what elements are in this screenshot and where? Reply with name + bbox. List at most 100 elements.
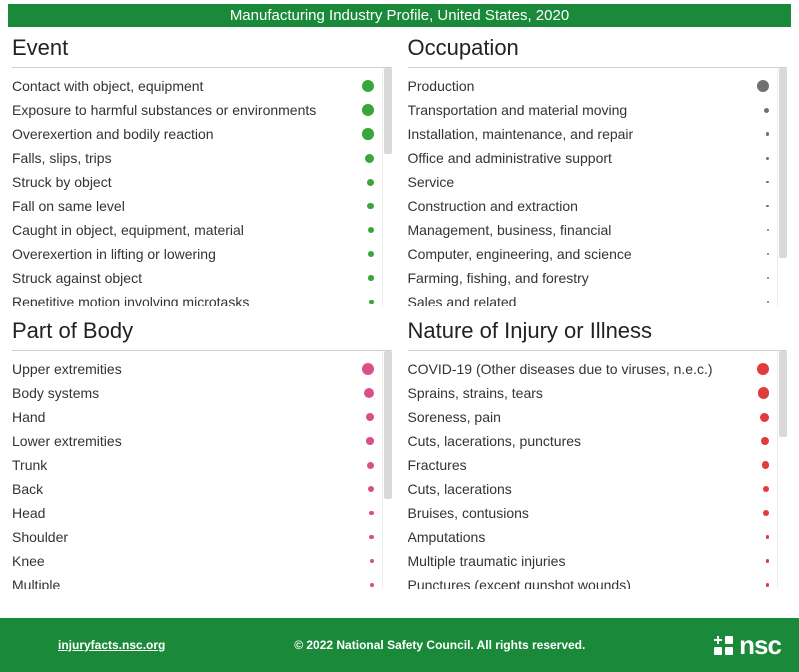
list-item[interactable]: Knee bbox=[12, 549, 382, 573]
scrollbar[interactable] bbox=[777, 351, 787, 589]
size-dot-icon bbox=[766, 535, 770, 539]
list-item[interactable]: COVID-19 (Other diseases due to viruses,… bbox=[408, 357, 778, 381]
list-item[interactable]: Trunk bbox=[12, 453, 382, 477]
size-dot-icon bbox=[368, 275, 374, 281]
size-dot-icon bbox=[367, 179, 374, 186]
panels-grid: Event Contact with object, equipment Expos… bbox=[0, 27, 799, 589]
list-item[interactable]: Caught in object, equipment, material bbox=[12, 218, 382, 242]
list-item-label: Office and administrative support bbox=[408, 148, 759, 169]
size-dot-icon bbox=[368, 251, 374, 257]
list-item-label: Trunk bbox=[12, 455, 359, 476]
scroll-thumb[interactable] bbox=[384, 351, 392, 499]
list-item-label: Contact with object, equipment bbox=[12, 76, 354, 97]
list-item[interactable]: Farming, fishing, and forestry bbox=[408, 266, 778, 290]
list-item[interactable]: Installation, maintenance, and repair bbox=[408, 122, 778, 146]
list-item-label: Multiple bbox=[12, 575, 362, 590]
list-item[interactable]: Struck by object bbox=[12, 170, 382, 194]
footer-link[interactable]: injuryfacts.nsc.org bbox=[58, 638, 165, 652]
size-dot-icon bbox=[764, 108, 769, 113]
list-item[interactable]: Management, business, financial bbox=[408, 218, 778, 242]
scroll-thumb[interactable] bbox=[779, 68, 787, 258]
size-dot-icon bbox=[369, 535, 373, 539]
size-dot-icon bbox=[766, 157, 769, 160]
list-item[interactable]: Bruises, contusions bbox=[408, 501, 778, 525]
list-item-label: Bruises, contusions bbox=[408, 503, 756, 524]
list-item[interactable]: Amputations bbox=[408, 525, 778, 549]
size-dot-icon bbox=[362, 104, 374, 116]
list-item[interactable]: Fractures bbox=[408, 453, 778, 477]
list-item[interactable]: Sales and related bbox=[408, 290, 778, 306]
size-dot-icon bbox=[766, 583, 769, 586]
list-item-label: Exposure to harmful substances or enviro… bbox=[12, 100, 354, 121]
list-item-label: Installation, maintenance, and repair bbox=[408, 124, 758, 145]
list-item[interactable]: Soreness, pain bbox=[408, 405, 778, 429]
list-item-label: Cuts, lacerations bbox=[408, 479, 755, 500]
list-item[interactable]: Head bbox=[12, 501, 382, 525]
size-dot-icon bbox=[369, 300, 374, 305]
size-dot-icon bbox=[758, 387, 770, 399]
list: COVID-19 (Other diseases due to viruses,… bbox=[408, 351, 778, 589]
list-item[interactable]: Construction and extraction bbox=[408, 194, 778, 218]
list-item[interactable]: Contact with object, equipment bbox=[12, 74, 382, 98]
list-item[interactable]: Transportation and material moving bbox=[408, 98, 778, 122]
scrollbar[interactable] bbox=[777, 68, 787, 306]
list-item-label: Repetitive motion involving microtasks bbox=[12, 292, 361, 307]
list-item[interactable]: Hand bbox=[12, 405, 382, 429]
list-item-label: Management, business, financial bbox=[408, 220, 759, 241]
panel-title: Occupation bbox=[408, 31, 788, 68]
list-item-label: Hand bbox=[12, 407, 358, 428]
list-item-label: Body systems bbox=[12, 383, 356, 404]
list-item[interactable]: Back bbox=[12, 477, 382, 501]
list-item[interactable]: Multiple traumatic injuries bbox=[408, 549, 778, 573]
list-item[interactable]: Cuts, lacerations, punctures bbox=[408, 429, 778, 453]
list-item-label: Soreness, pain bbox=[408, 407, 753, 428]
list-item[interactable]: Exposure to harmful substances or enviro… bbox=[12, 98, 382, 122]
list-item-label: Struck against object bbox=[12, 268, 360, 289]
list-item[interactable]: Office and administrative support bbox=[408, 146, 778, 170]
list-item[interactable]: Repetitive motion involving microtasks bbox=[12, 290, 382, 306]
list-item-label: Falls, slips, trips bbox=[12, 148, 357, 169]
list-item[interactable]: Falls, slips, trips bbox=[12, 146, 382, 170]
list-item[interactable]: Body systems bbox=[12, 381, 382, 405]
list-item[interactable]: Production bbox=[408, 74, 778, 98]
list-item-label: Transportation and material moving bbox=[408, 100, 757, 121]
size-dot-icon bbox=[767, 301, 769, 303]
list-item[interactable]: Overexertion and bodily reaction bbox=[12, 122, 382, 146]
list-wrap: COVID-19 (Other diseases due to viruses,… bbox=[408, 351, 788, 589]
list-wrap: Upper extremitiesBody systems HandLower e… bbox=[12, 351, 392, 589]
list-item[interactable]: Shoulder bbox=[12, 525, 382, 549]
list-item[interactable]: Cuts, lacerations bbox=[408, 477, 778, 501]
size-dot-icon bbox=[366, 437, 374, 445]
list-item-label: Fractures bbox=[408, 455, 754, 476]
panel-title: Event bbox=[12, 31, 392, 68]
list-item[interactable]: Service bbox=[408, 170, 778, 194]
size-dot-icon bbox=[766, 559, 769, 562]
list-item[interactable]: Overexertion in lifting or lowering bbox=[12, 242, 382, 266]
list-item-label: Service bbox=[408, 172, 759, 193]
list-wrap: Production Transportation and material mo… bbox=[408, 68, 788, 306]
list-item-label: Production bbox=[408, 76, 750, 97]
list-item[interactable]: Punctures (except gunshot wounds) bbox=[408, 573, 778, 589]
size-dot-icon bbox=[362, 80, 374, 92]
size-dot-icon bbox=[362, 363, 374, 375]
list-item[interactable]: Sprains, strains, tears bbox=[408, 381, 778, 405]
list-item-label: Punctures (except gunshot wounds) bbox=[408, 575, 758, 590]
list-item[interactable]: Upper extremities bbox=[12, 357, 382, 381]
size-dot-icon bbox=[762, 461, 770, 469]
panel-title: Nature of Injury or Illness bbox=[408, 314, 788, 351]
scroll-thumb[interactable] bbox=[779, 351, 787, 437]
scrollbar[interactable] bbox=[382, 68, 392, 306]
list-item[interactable]: Fall on same level bbox=[12, 194, 382, 218]
panel-nature: Nature of Injury or Illness COVID-19 (Oth… bbox=[408, 314, 788, 589]
list: Upper extremitiesBody systems HandLower e… bbox=[12, 351, 382, 589]
header-bar: Manufacturing Industry Profile, United S… bbox=[8, 4, 791, 27]
footer-copyright: © 2022 National Safety Council. All righ… bbox=[294, 638, 585, 652]
scrollbar[interactable] bbox=[382, 351, 392, 589]
list-item[interactable]: Computer, engineering, and science bbox=[408, 242, 778, 266]
list: Production Transportation and material mo… bbox=[408, 68, 778, 306]
list-item[interactable]: Multiple bbox=[12, 573, 382, 589]
list-wrap: Contact with object, equipment Exposure t… bbox=[12, 68, 392, 306]
scroll-thumb[interactable] bbox=[384, 68, 392, 154]
list-item[interactable]: Lower extremities bbox=[12, 429, 382, 453]
list-item[interactable]: Struck against object bbox=[12, 266, 382, 290]
